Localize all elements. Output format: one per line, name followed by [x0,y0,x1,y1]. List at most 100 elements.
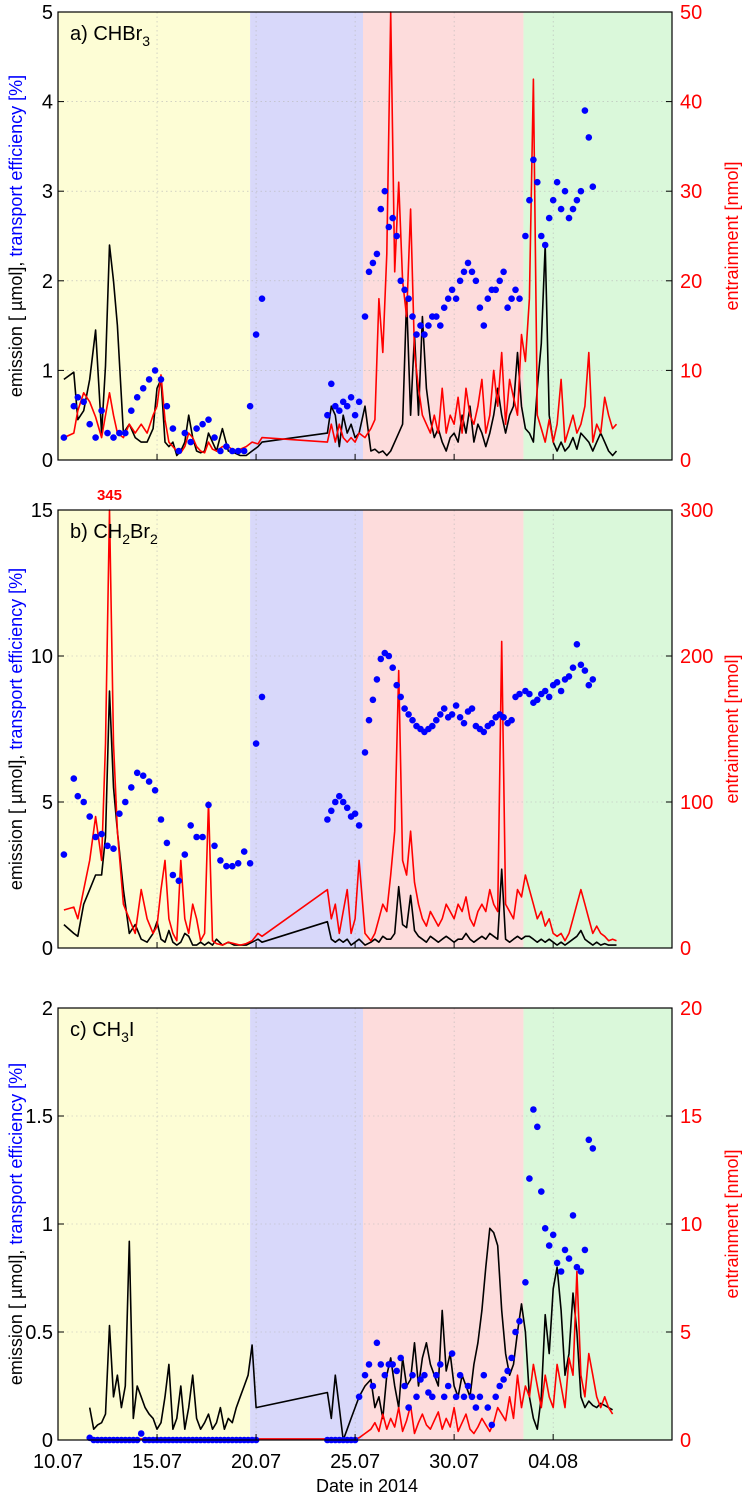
transport-efficiency-point [589,1145,597,1152]
transport-efficiency-point [355,398,363,406]
transport-efficiency-point [534,178,541,186]
transport-efficiency-point [440,1393,448,1401]
transport-efficiency-point [86,813,93,820]
transport-efficiency-point [145,376,153,383]
panel-title: b) CH2Br2 [70,521,158,547]
transport-efficiency-point [468,268,476,276]
transport-efficiency-point [577,187,585,195]
transport-efficiency-point [405,1404,412,1411]
period-band-3 [363,1008,524,1440]
transport-efficiency-point [205,801,212,809]
transport-efficiency-point [246,860,254,867]
transport-efficiency-point [577,661,585,669]
transport-efficiency-point [569,1212,577,1219]
transport-efficiency-point [437,711,444,718]
transport-efficiency-point [199,420,206,428]
transport-efficiency-point [373,250,381,258]
x-tick-label: 20.07 [231,1451,281,1473]
transport-efficiency-point [444,1382,452,1390]
transport-efficiency-point [516,690,523,698]
transport-efficiency-point [480,728,488,736]
transport-efficiency-point [361,749,369,756]
entrainment-line [63,509,617,946]
transport-efficiency-point [433,1371,440,1379]
transport-efficiency-point [549,196,557,204]
x-tick-label: 10.07 [33,1451,83,1473]
transport-efficiency-point [393,681,401,689]
transport-efficiency-point [217,857,224,864]
period-band-4 [523,12,672,460]
transport-efficiency-point [545,214,553,222]
transport-efficiency-point [589,676,597,683]
transport-efficiency-point [538,232,545,240]
transport-efficiency-point [139,772,147,779]
transport-efficiency-point [365,1361,373,1368]
transport-efficiency-point [492,1393,500,1401]
y-right-tick-label: 0 [680,938,691,960]
transport-efficiency-point [70,402,78,410]
y-axis-right-label: entrainment [nmol] [722,161,742,310]
transport-efficiency-point [92,833,99,841]
y-right-tick-label: 200 [680,646,713,668]
transport-efficiency-point [504,1367,511,1375]
transport-efficiency-point [145,778,153,785]
transport-efficiency-point [157,376,165,383]
transport-efficiency-point [541,1225,549,1232]
title-subscript: 2 [122,531,130,547]
transport-efficiency-point [324,411,331,419]
transport-efficiency-point [413,331,420,338]
y-axis-left-label: emission [ µmol], transport efficiency [… [6,75,26,397]
y-left-tick-label: 5 [42,792,53,814]
transport-efficiency-point [393,1367,401,1375]
y-label-transport-part: transport efficiency [%] [6,568,26,750]
title-text: a) CHBr [70,23,143,45]
y-right-tick-label: 300 [680,500,713,522]
transport-efficiency-point [369,259,377,267]
y-left-tick-label: 1.5 [25,1106,53,1128]
transport-efficiency-point [365,716,373,724]
transport-efficiency-point [211,842,218,850]
transport-efficiency-point [476,304,484,312]
transport-efficiency-point [534,1123,541,1131]
transport-efficiency-point [389,214,397,222]
transport-efficiency-point [573,641,581,648]
period-band-4 [523,1008,672,1440]
transport-efficiency-point [526,1175,533,1182]
transport-efficiency-point [92,434,99,441]
transport-efficiency-point [211,434,218,441]
transport-efficiency-point [496,277,504,285]
transport-efficiency-point [217,447,224,455]
transport-efficiency-point [252,740,260,747]
transport-efficiency-point [199,833,206,841]
transport-efficiency-point [98,830,105,838]
transport-efficiency-point [409,716,416,724]
y-label-emission-part: emission [ µmol], [6,1250,26,1385]
y-label-transport-part: transport efficiency [%] [6,1063,26,1245]
transport-efficiency-point [425,322,432,329]
transport-efficiency-point [440,304,448,312]
transport-efficiency-point [437,322,444,329]
transport-efficiency-point [377,655,385,663]
y-left-tick-label: 5 [42,2,53,24]
transport-efficiency-point [104,429,111,437]
transport-efficiency-point [472,1404,480,1411]
y-right-tick-label: 10 [680,1214,702,1236]
transport-efficiency-point [328,807,335,815]
transport-efficiency-point [139,385,147,392]
transport-efficiency-point [86,420,93,428]
transport-efficiency-point [456,714,464,721]
transport-efficiency-point [452,295,460,303]
transport-efficiency-point [460,719,468,727]
transport-efficiency-point [169,425,177,432]
transport-efficiency-point [589,183,597,190]
transport-efficiency-point [464,1382,472,1390]
transport-efficiency-point [324,816,331,823]
transport-efficiency-point [545,693,553,701]
peak-annotation: 345 [97,487,122,504]
transport-efficiency-point [581,1246,589,1254]
period-band-2 [250,510,364,948]
transport-efficiency-point [565,673,573,680]
transport-efficiency-point [175,877,183,885]
